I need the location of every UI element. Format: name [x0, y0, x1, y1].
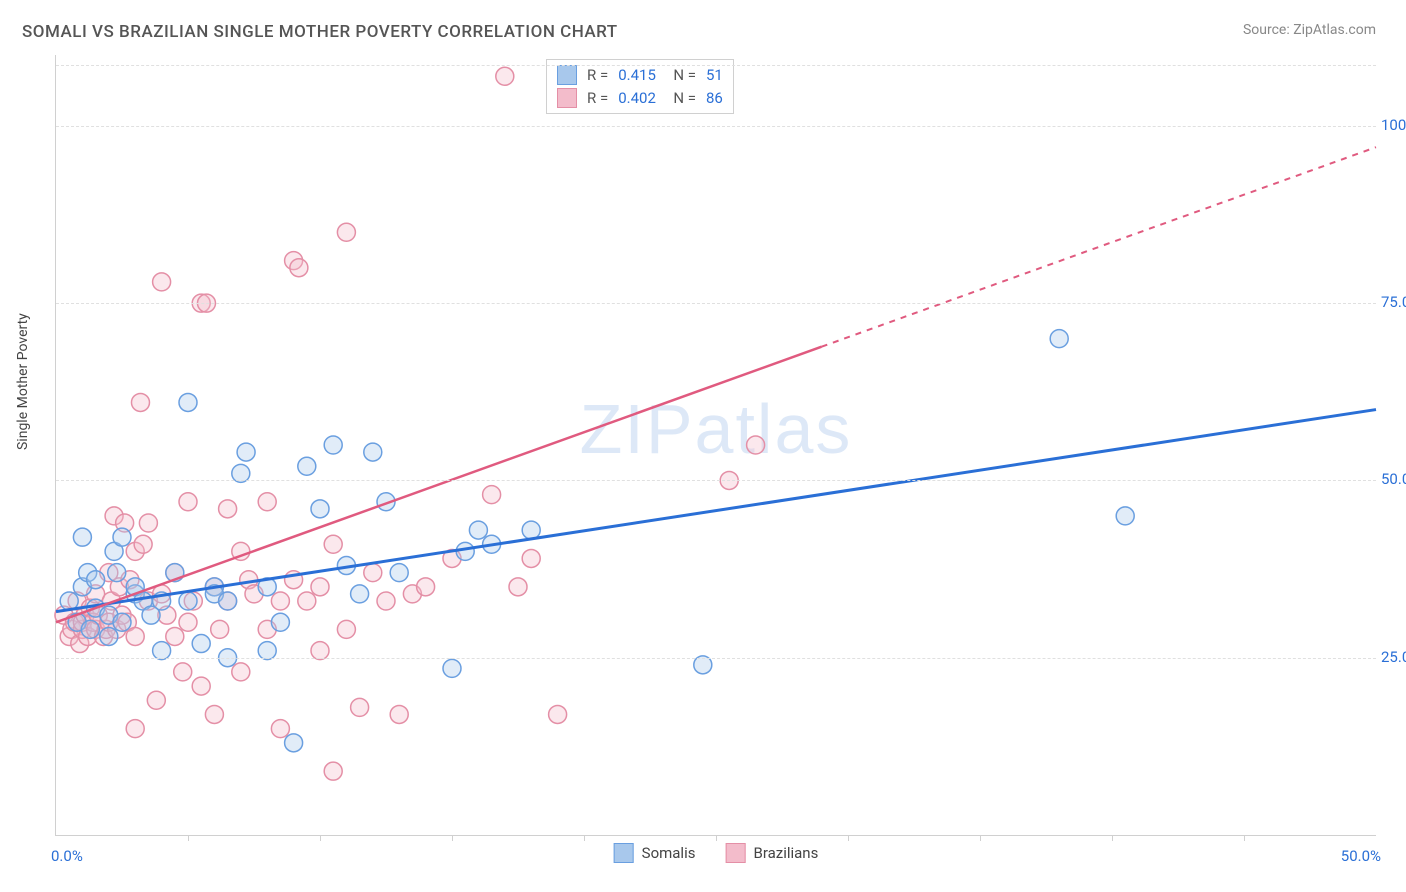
scatter-point	[496, 67, 514, 85]
scatter-point	[192, 677, 210, 695]
scatter-point	[211, 620, 229, 638]
scatter-point	[364, 443, 382, 461]
scatter-point	[126, 720, 144, 738]
scatter-point	[147, 691, 165, 709]
scatter-point	[87, 571, 105, 589]
scatter-point	[522, 521, 540, 539]
scatter-point	[311, 500, 329, 518]
scatter-point	[232, 663, 250, 681]
scatter-point	[324, 535, 342, 553]
scatter-point	[131, 393, 149, 411]
scatter-point	[324, 436, 342, 454]
scatter-point	[166, 627, 184, 645]
scatter-point	[351, 698, 369, 716]
scatter-point	[364, 564, 382, 582]
scatter-point	[390, 564, 408, 582]
scatter-point	[1050, 330, 1068, 348]
x-tick-label: 50.0%	[1341, 847, 1381, 865]
scatter-point	[271, 613, 289, 631]
scatter-point	[549, 705, 567, 723]
scatter-point	[205, 705, 223, 723]
scatter-point	[108, 564, 126, 582]
scatter-point	[417, 578, 435, 596]
trend-line-dashed	[822, 147, 1376, 347]
scatter-point	[100, 627, 118, 645]
plot-area: ZIPatlas R = 0.415 N = 51 R = 0.402 N = …	[55, 55, 1376, 836]
trend-line	[56, 410, 1376, 612]
scatter-point	[73, 528, 91, 546]
scatter-point	[113, 528, 131, 546]
bottom-legend-label-brazilians: Brazilians	[753, 844, 818, 862]
scatter-point	[324, 762, 342, 780]
scatter-point	[179, 592, 197, 610]
scatter-point	[258, 493, 276, 511]
scatter-point	[81, 620, 99, 638]
x-tick-label: 0.0%	[51, 847, 83, 865]
bottom-legend-label-somalis: Somalis	[642, 844, 696, 862]
bottom-legend: Somalis Brazilians	[614, 843, 819, 863]
scatter-point	[219, 592, 237, 610]
scatter-point	[469, 521, 487, 539]
scatter-point	[179, 613, 197, 631]
scatter-point	[1116, 507, 1134, 525]
chart-container: SOMALI VS BRAZILIAN SINGLE MOTHER POVERT…	[0, 0, 1406, 892]
scatter-point	[219, 500, 237, 518]
scatter-point	[174, 663, 192, 681]
scatter-point	[337, 223, 355, 241]
scatter-point	[390, 705, 408, 723]
scatter-point	[113, 613, 131, 631]
y-tick-label: 50.0%	[1381, 470, 1406, 488]
scatter-point	[298, 592, 316, 610]
y-tick-label: 25.0%	[1381, 648, 1406, 666]
scatter-point	[377, 592, 395, 610]
chart-title: SOMALI VS BRAZILIAN SINGLE MOTHER POVERT…	[22, 22, 618, 42]
scatter-point	[443, 659, 461, 677]
swatch-brazilians-bottom	[725, 843, 745, 863]
trend-line	[56, 347, 822, 623]
scatter-point	[337, 620, 355, 638]
scatter-point	[192, 635, 210, 653]
y-tick-label: 100.0%	[1381, 116, 1406, 134]
scatter-point	[179, 493, 197, 511]
source-label: Source: ZipAtlas.com	[1243, 22, 1376, 38]
swatch-somalis-bottom	[614, 843, 634, 863]
scatter-point	[153, 273, 171, 291]
scatter-point	[285, 734, 303, 752]
scatter-point	[747, 436, 765, 454]
scatter-point	[126, 627, 144, 645]
scatter-point	[311, 578, 329, 596]
scatter-point	[509, 578, 527, 596]
scatter-point	[179, 393, 197, 411]
scatter-point	[483, 486, 501, 504]
scatter-point	[139, 514, 157, 532]
scatter-point	[522, 549, 540, 567]
bottom-legend-brazilians: Brazilians	[725, 843, 818, 863]
scatter-point	[290, 259, 308, 277]
scatter-point	[237, 443, 255, 461]
scatter-point	[351, 585, 369, 603]
bottom-legend-somalis: Somalis	[614, 843, 696, 863]
scatter-point	[271, 720, 289, 738]
scatter-point	[271, 592, 289, 610]
scatter-point	[134, 535, 152, 553]
plot-svg	[56, 55, 1376, 835]
scatter-point	[298, 457, 316, 475]
y-tick-label: 75.0%	[1381, 293, 1406, 311]
y-axis-label: Single Mother Poverty	[15, 313, 31, 450]
